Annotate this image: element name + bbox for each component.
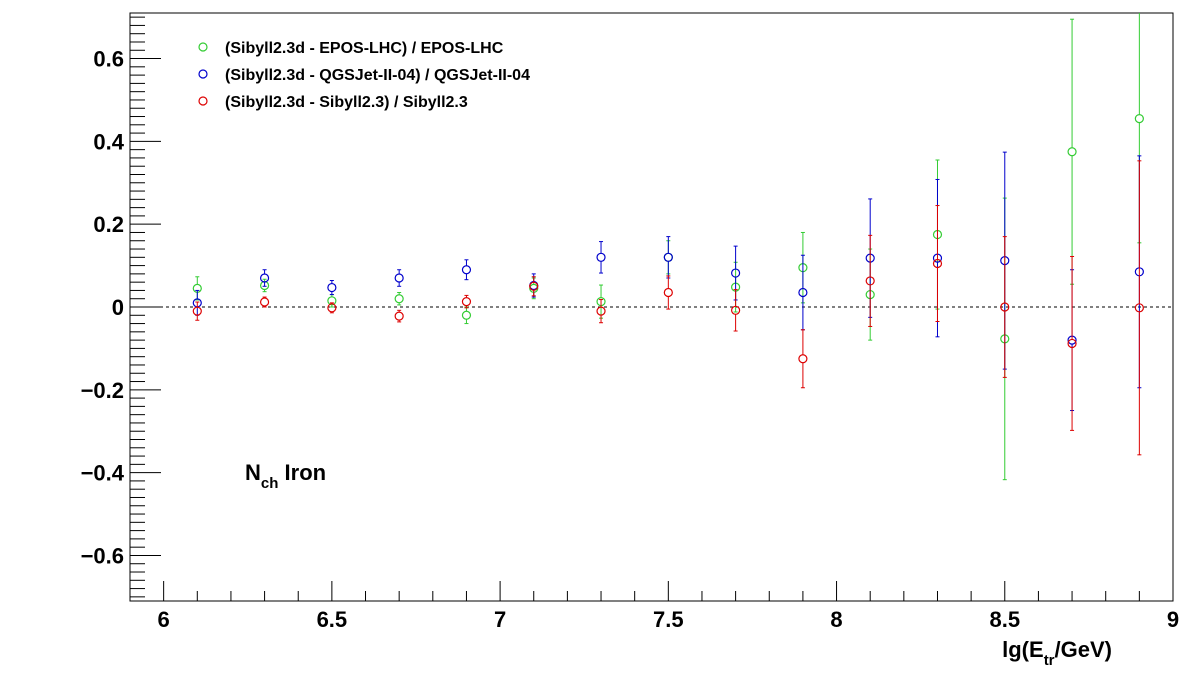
x-axis-label-rest: /GeV) [1055,637,1112,662]
data-point [1067,147,1077,157]
data-point [932,258,943,269]
annotation-nch-iron: Nch Iron [245,460,326,492]
x-tick-label: 7 [494,607,506,632]
data-point [461,265,472,275]
x-axis-label: lg(Etr/GeV) [1002,637,1112,669]
data-point [327,282,337,293]
data-point [461,297,472,307]
annotation-base: N [245,460,261,485]
y-tick-label: −0.6 [81,543,124,568]
data-point [529,281,539,291]
x-tick-label: 7.5 [653,607,684,632]
y-tick-label: 0.2 [93,212,124,237]
data-point [1000,302,1010,312]
data-point [461,310,472,320]
legend-marker [198,69,208,79]
x-tick-label: 6 [158,607,170,632]
x-tick-label: 8 [830,607,842,632]
data-point [663,252,673,262]
legend-marker [198,96,208,106]
data-point [798,287,808,298]
data-point [798,354,808,364]
data-point [596,252,606,262]
data-point [259,297,270,307]
data-point [327,296,337,306]
y-tick-label: −0.4 [81,461,125,486]
x-tick-label: 6.5 [317,607,348,632]
data-point [327,303,337,313]
data-point [192,306,202,316]
data-point [596,306,606,316]
x-tick-label: 9 [1167,607,1179,632]
annotation-sub: ch [261,475,279,492]
x-axis-label-base: lg(E [1002,637,1044,662]
legend-entry: (Sibyll2.3d - EPOS-LHC) / EPOS-LHC [225,40,504,57]
y-tick-label: 0.4 [93,129,124,154]
data-point [394,273,404,283]
data-point [731,268,741,278]
data-point [394,294,404,304]
data-point [1134,303,1144,313]
legend-entry: (Sibyll2.3d - Sibyll2.3) / Sibyll2.3 [225,94,468,111]
data-point [259,273,270,283]
data-point [1067,338,1077,349]
legend-entry: (Sibyll2.3d - QGSJet-II-04) / QGSJet-II-… [225,67,530,84]
data-point [394,311,404,321]
data-point [731,305,741,315]
legend-marker [198,42,208,52]
x-axis-label-sub: tr [1044,652,1055,669]
y-tick-label: −0.2 [81,378,124,403]
data-point [1134,113,1144,124]
annotation-rest: Iron [278,460,326,485]
series-3 [192,160,1144,456]
y-tick-label: 0 [112,295,124,320]
x-tick-label: 8.5 [989,607,1020,632]
data-point [865,276,875,286]
y-tick-label: 0.6 [93,47,124,72]
data-point [663,287,673,298]
